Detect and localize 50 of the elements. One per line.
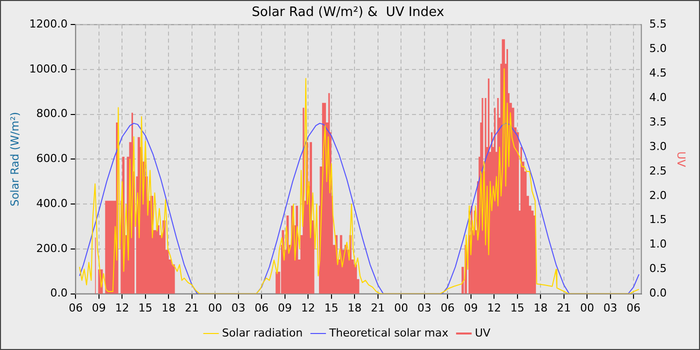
x-tick-label: 21 [370, 301, 385, 314]
y-tick-label: 600.0 [36, 152, 68, 166]
x-tick-label: 18 [348, 301, 362, 314]
x-tick-label: 18 [162, 301, 176, 314]
x-tick-label: 00 [580, 301, 594, 314]
x-tick-label: 06 [626, 301, 641, 314]
y2-tick-label: 2.0 [649, 188, 667, 202]
legend-label: Theoretical solar max [328, 326, 449, 340]
legend-label: UV [474, 326, 491, 340]
x-tick-label: 00 [394, 301, 408, 314]
y2-tick-label: 4.0 [649, 90, 667, 104]
x-tick-label: 00 [208, 301, 222, 314]
x-tick-label: 03 [231, 301, 246, 314]
y2-tick-label: 5.5 [649, 17, 667, 30]
x-tick-label: 21 [556, 301, 571, 314]
y2-tick-label: 3.0 [649, 140, 667, 153]
x-tick-label: 09 [464, 301, 478, 314]
y2-tick-label: 2.5 [649, 164, 667, 178]
x-tick-label: 12 [487, 301, 502, 314]
x-tick-label: 06 [254, 301, 269, 314]
x-tick-label: 12 [115, 301, 130, 314]
y2-tick-label: 0.0 [649, 286, 667, 300]
x-tick-label: 03 [417, 301, 432, 314]
x-tick-label: 09 [92, 301, 106, 314]
x-tick-label: 21 [184, 301, 199, 314]
legend-label: Solar radiation [222, 326, 303, 340]
x-tick-label: 06 [440, 301, 455, 314]
y2-tick-label: 5.0 [649, 42, 667, 55]
y-tick-label: 1200.0 [29, 17, 68, 30]
y-tick-label: 200.0 [36, 242, 68, 255]
y-tick-label: 400.0 [36, 196, 68, 210]
x-tick-label: 09 [278, 301, 292, 314]
y-tick-label: 800.0 [36, 107, 68, 120]
y2-tick-label: 1.0 [649, 238, 667, 251]
x-tick-label: 15 [324, 301, 338, 314]
y2-tick-label: 0.5 [649, 262, 667, 276]
y2-tick-label: 3.5 [649, 115, 667, 128]
x-tick-label: 03 [603, 301, 618, 314]
y2-tick-label: 1.5 [649, 213, 667, 226]
y-tick-label: 1000.0 [29, 62, 68, 76]
y-tick-label: 0.0 [50, 286, 68, 300]
y2-tick-label: 4.5 [649, 66, 667, 80]
y2-axis-title: UV [674, 151, 688, 168]
x-tick-label: 15 [138, 301, 152, 314]
x-tick-label: 06 [68, 301, 83, 314]
x-tick-label: 12 [301, 301, 316, 314]
y-axis-title: Solar Rad (W/m²) [8, 112, 22, 206]
chart-title: Solar Rad (W/m²) & UV Index [252, 5, 445, 20]
x-tick-label: 15 [510, 301, 524, 314]
x-tick-label: 18 [534, 301, 548, 314]
